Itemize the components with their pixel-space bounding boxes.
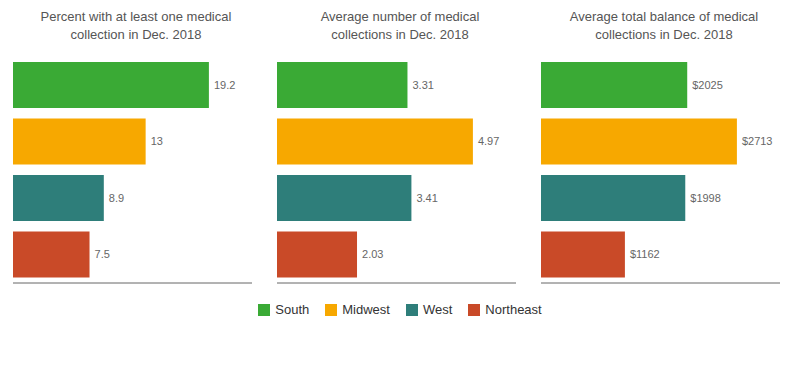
html-text:Percent with at least one medi: Percent with at least one medical collec… [40,9,232,42]
svg-text:$2713: $2713 [742,135,773,147]
svg-text:$1162: $1162 [630,248,660,260]
svg-text:13: 13 [151,135,163,147]
html-text:Northeast: Northeast [485,302,542,317]
svg-text:4.97: 4.97 [478,135,499,147]
svg-text:3.31: 3.31 [412,79,433,91]
svg-text:7.5: 7.5 [95,248,110,260]
svg-text:8.9: 8.9 [109,192,124,204]
html-text:Average number of medical coll: Average number of medical collections in… [320,9,480,42]
svg-text:3.41: 3.41 [416,192,437,204]
html-text:South: South [275,302,310,317]
svg-text:19.2: 19.2 [214,79,235,91]
svg-text:$2025: $2025 [692,79,723,91]
html-text:West: West [423,302,453,317]
html-text:Midwest: Midwest [342,302,390,317]
svg-text:$1998: $1998 [690,192,721,204]
svg-text:2.03: 2.03 [362,248,383,260]
html-text:Average total balance of medic: Average total balance of medical collect… [569,9,759,42]
